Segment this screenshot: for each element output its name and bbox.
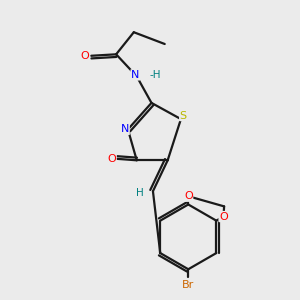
Text: S: S xyxy=(180,110,187,121)
Text: O: O xyxy=(219,212,228,221)
Text: -H: -H xyxy=(150,70,161,80)
Text: H: H xyxy=(136,188,144,198)
Text: O: O xyxy=(184,191,193,201)
Text: O: O xyxy=(107,154,116,164)
Text: N: N xyxy=(121,124,129,134)
Text: N: N xyxy=(131,70,140,80)
Text: O: O xyxy=(81,51,90,61)
Text: Br: Br xyxy=(182,280,194,290)
